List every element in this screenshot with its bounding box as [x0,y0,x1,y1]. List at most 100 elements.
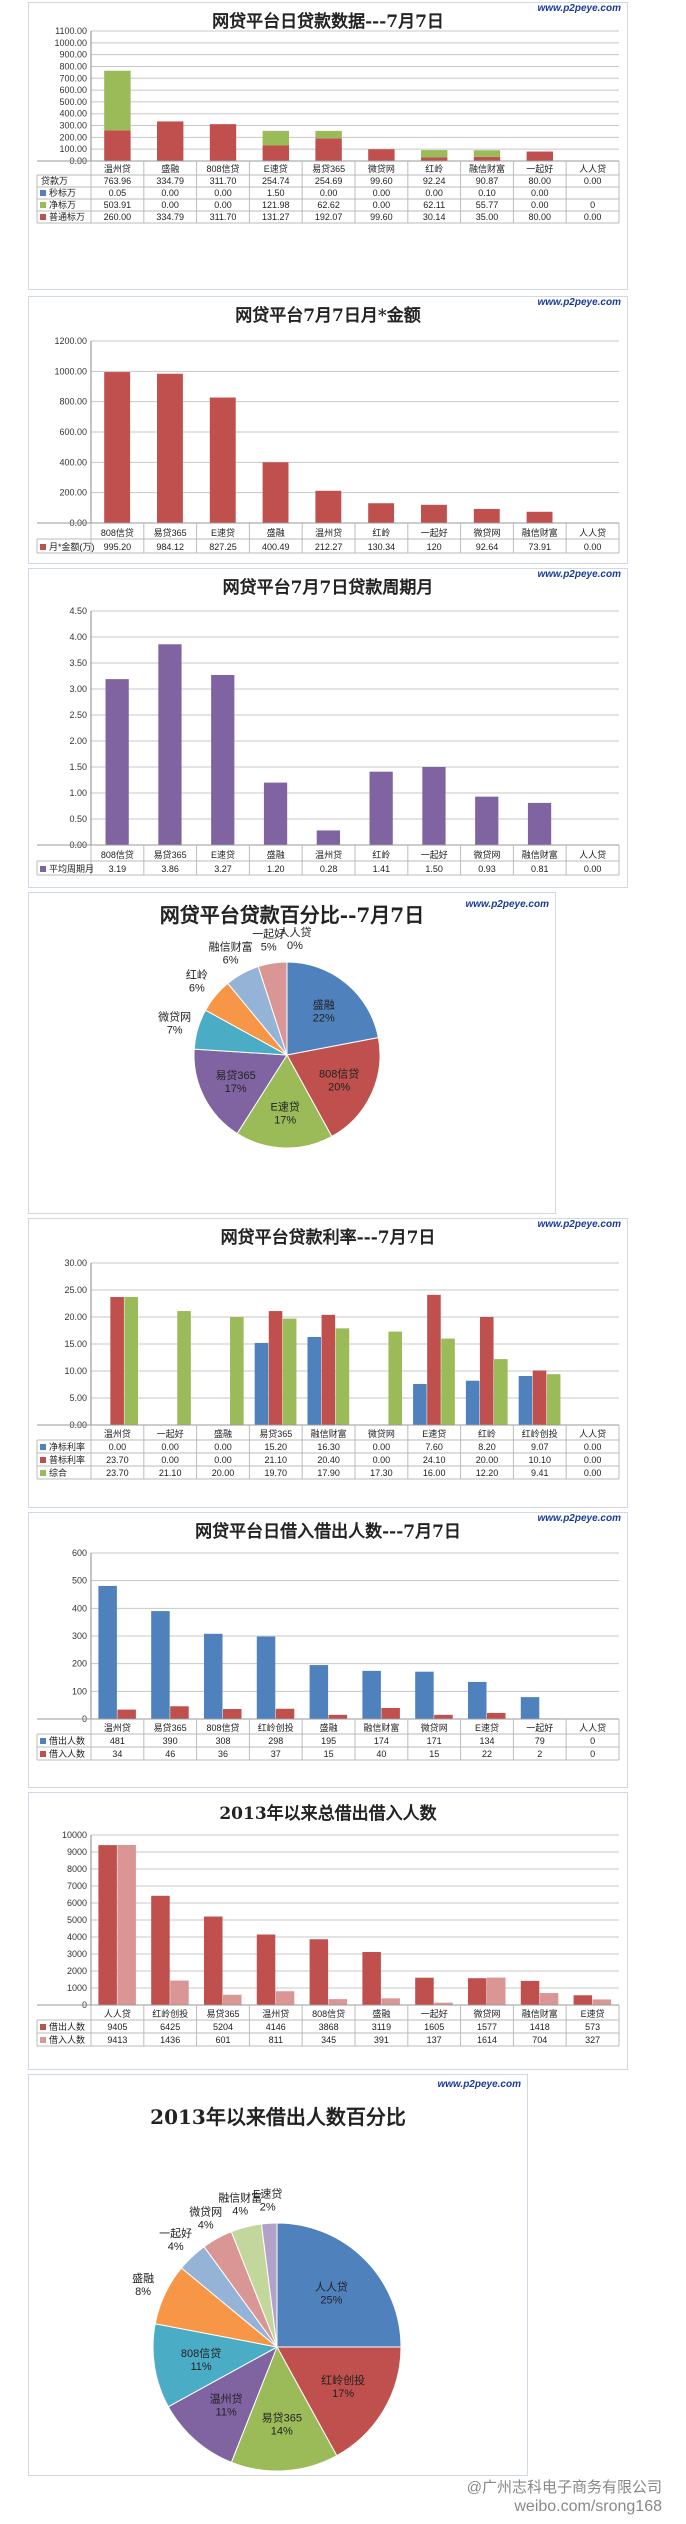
data-label: 99.60 [370,212,393,222]
bar [494,1359,508,1425]
bar [104,70,131,131]
slice-pct-label: 17% [225,1083,247,1095]
data-label: 1577 [477,2022,497,2032]
data-label: 174 [374,1736,389,1746]
bar [520,1980,540,2005]
bar [422,767,446,845]
x-tick-label: E速贷 [264,163,288,174]
data-label: 17.30 [370,1468,393,1478]
x-tick-label: 人人贷 [579,1722,606,1733]
y-tick-label: 400.00 [59,109,87,119]
bar [309,1665,329,1719]
slice-name-label: 易贷365 [215,1068,255,1082]
x-tick-label: 人人贷 [579,849,606,860]
legend-label: 普通标万 [49,211,85,222]
bar [124,1297,139,1425]
y-tick-label: 400 [72,1603,87,1613]
slice-pct-label: 4% [232,2206,248,2218]
x-tick-label: 盛融 [214,1428,232,1439]
bar [256,1636,276,1719]
bar [316,830,340,845]
y-tick-label: 800.00 [59,397,87,407]
legend-label: 月*金额(万) [49,541,95,552]
data-label: 311.70 [210,212,237,222]
x-tick-label: 易贷365 [312,163,345,174]
bar [467,1978,487,2005]
slice-pct-label: 17% [274,1115,296,1127]
bar [104,130,131,161]
data-label: 0.00 [109,1442,127,1452]
y-tick-label: 600.00 [59,427,87,437]
data-label: 260.00 [104,212,132,222]
bar [487,1712,506,1719]
bar [315,130,342,139]
data-label: 984.12 [156,542,184,552]
pie-slice [286,1036,381,1138]
data-label: 9.41 [531,1468,549,1478]
data-label: 311.70 [210,176,237,186]
bar [254,1342,269,1425]
bar [381,1998,400,2005]
data-label: 46 [165,1749,175,1759]
bar [479,1317,494,1425]
slice-pct-label: 2% [260,2201,276,2213]
data-label: 4146 [266,2022,286,2032]
bar [151,1895,170,2005]
bar [104,372,131,523]
data-label: 20.00 [476,1455,499,1465]
data-label: 1605 [424,2022,444,2032]
x-tick-label: 融信财富 [363,1722,399,1733]
data-label: 120 [427,542,442,552]
data-label: 1.41 [373,864,391,874]
data-label: 0.00 [161,200,179,210]
data-label: 3868 [319,2022,339,2032]
x-tick-label: 温州贷 [315,849,342,860]
slice-name-label: 易贷365 [262,2411,302,2425]
x-tick-label: 一起好 [421,849,448,860]
bar [223,1994,242,2005]
slice-name-label: 盛融 [313,998,335,1012]
slice-name-label: E速贷 [271,1100,300,1114]
x-tick-label: 易贷365 [154,1722,187,1733]
slice-name-label: 人人贷 [315,2280,348,2294]
y-tick-label: 5.00 [69,1393,87,1403]
data-label: 2 [537,1749,542,1759]
y-tick-label: 2.00 [69,736,87,746]
bar [421,157,448,161]
x-tick-label: 一起好 [421,527,448,538]
y-tick-label: 20.00 [64,1312,87,1322]
slice-pct-label: 6% [189,982,205,994]
total-lenders-borrowers-chart: 2013年以来总借出借入人数 0 1000 2000 3000 4000 5000 6000… [28,1792,628,2070]
data-label: 481 [110,1736,125,1746]
data-label: 0.10 [478,188,496,198]
bar [177,1311,191,1425]
data-label: 80.00 [529,176,552,186]
data-label: 212.27 [315,542,343,552]
data-label: 0.00 [161,188,179,198]
data-label: 308 [215,1736,230,1746]
data-label: 827.25 [209,542,237,552]
x-tick-label: 盛融 [161,163,179,174]
data-label: 0.00 [320,188,338,198]
pie-slice [257,961,288,1056]
x-tick-label: 一起好 [157,1428,184,1439]
brand-watermark: www.p2peye.com [437,2079,521,2090]
slice-pct-label: 20% [328,1082,350,1094]
y-tick-label: 300 [72,1631,87,1641]
bar [527,802,552,845]
x-tick-label: 808信贷 [206,163,239,174]
legend-label: 净标利率 [49,1441,85,1452]
x-tick-label: 微贷网 [473,849,500,860]
bar [434,1714,453,1719]
x-tick-label: 微贷网 [473,527,500,538]
legend-label: 普标利率 [49,1454,85,1465]
data-label: 0.00 [214,188,232,198]
data-label: 0.00 [373,200,391,210]
x-tick-label: 微贷网 [473,2008,500,2019]
x-tick-label: E速贷 [211,527,235,538]
bar [158,644,182,845]
slice-pct-label: 11% [216,2407,237,2419]
x-tick-label: 人人贷 [579,1428,606,1439]
bar [170,1980,189,2005]
data-label: 23.70 [106,1468,129,1478]
